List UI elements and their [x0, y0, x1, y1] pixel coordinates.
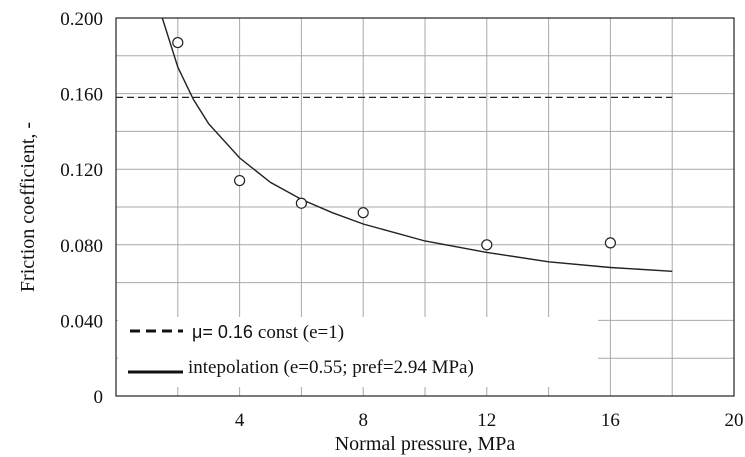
tick-labels: 4 8 12 16 20 0 0.040 0.080 0.120 0.160 0.200 — [60, 9, 743, 431]
y-tick-label: 0.160 — [60, 85, 103, 106]
y-tick-label: 0.120 — [60, 160, 103, 181]
data-point-marker — [481, 239, 493, 251]
x-axis-label: Normal pressure, MPa — [335, 433, 516, 455]
data-point-marker — [234, 174, 246, 187]
x-tick-label: 8 — [358, 410, 368, 431]
y-tick-label: 0.200 — [60, 9, 103, 30]
plot-area — [116, 17, 673, 272]
legend-item-interpolation: intepolation (e=0.55; pref=2.94 MPa) — [188, 357, 474, 378]
y-axis-label: Friction coefficient, - — [17, 122, 39, 292]
interpolation-curve — [161, 17, 673, 272]
x-tick-label: 4 — [235, 410, 245, 431]
legend-item-const: μ= 0.16 const (e=1) — [192, 322, 344, 343]
legend-box — [118, 317, 598, 387]
data-point-marker — [604, 237, 617, 249]
legend: μ= 0.16 const (e=1) intepolation (e=0.55… — [118, 317, 598, 387]
data-point-marker — [172, 36, 184, 49]
y-tick-label: 0 — [94, 387, 104, 408]
data-point-marker — [295, 197, 307, 209]
x-tick-label: 20 — [725, 410, 744, 431]
legend-const-label: const (e=1) — [258, 322, 344, 343]
data-point-marker — [357, 207, 369, 219]
plot-frame — [115, 17, 735, 397]
y-tick-label: 0.040 — [60, 311, 103, 332]
x-tick-label: 16 — [601, 410, 620, 431]
y-tick-label: 0.080 — [60, 236, 103, 257]
legend-mu-label: μ= 0.16 — [192, 322, 258, 342]
x-tick-label: 12 — [477, 410, 496, 431]
